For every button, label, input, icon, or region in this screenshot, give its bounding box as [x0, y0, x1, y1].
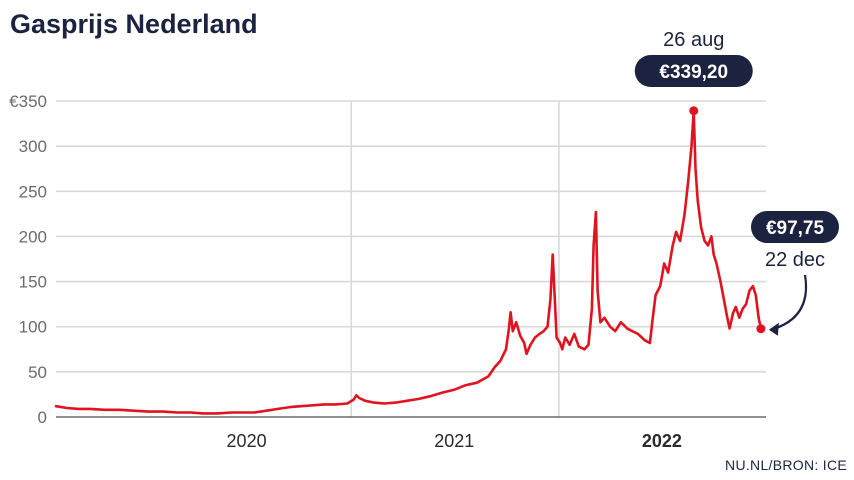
series-layer: [54, 109, 763, 415]
y-tick-label: 100: [19, 318, 47, 337]
y-tick-label: 250: [19, 182, 47, 201]
annotation-date: 26 aug: [663, 29, 724, 51]
annotation-value: €339,20: [659, 62, 728, 83]
source-label: NU.NL/BRON: ICE: [725, 457, 847, 473]
y-tick-label: 50: [28, 363, 47, 382]
annotation-point: [689, 106, 699, 116]
y-tick-label: €350: [9, 92, 47, 111]
gridlines: [56, 100, 766, 418]
x-tick-label: 2020: [227, 431, 267, 451]
annotation-value: €97,75: [766, 218, 825, 239]
series-line: [54, 109, 763, 415]
y-tick-label: 300: [19, 137, 47, 156]
y-tick-label: 150: [19, 273, 47, 292]
y-axis-ticks: 0 50 100 150 200 250 300 €350: [9, 92, 47, 427]
x-axis-ticks: 2020 2021 2022: [227, 431, 682, 451]
x-tick-label: 2022: [642, 431, 682, 451]
y-tick-label: 0: [38, 408, 47, 427]
annotation-arrow: [770, 274, 808, 331]
y-tick-label: 200: [19, 227, 47, 246]
annotation-badge: [751, 211, 839, 243]
annotation-badge: [634, 55, 753, 87]
annotation-arrowhead: [768, 322, 779, 336]
annotation-date: 22 dec: [765, 249, 825, 271]
x-tick-label: 2021: [434, 431, 474, 451]
annotations-layer: €339,20 26 aug €97,75 22 dec: [634, 29, 839, 336]
chart-title: Gasprijs Nederland: [10, 9, 258, 39]
annotation-point: [756, 324, 766, 334]
